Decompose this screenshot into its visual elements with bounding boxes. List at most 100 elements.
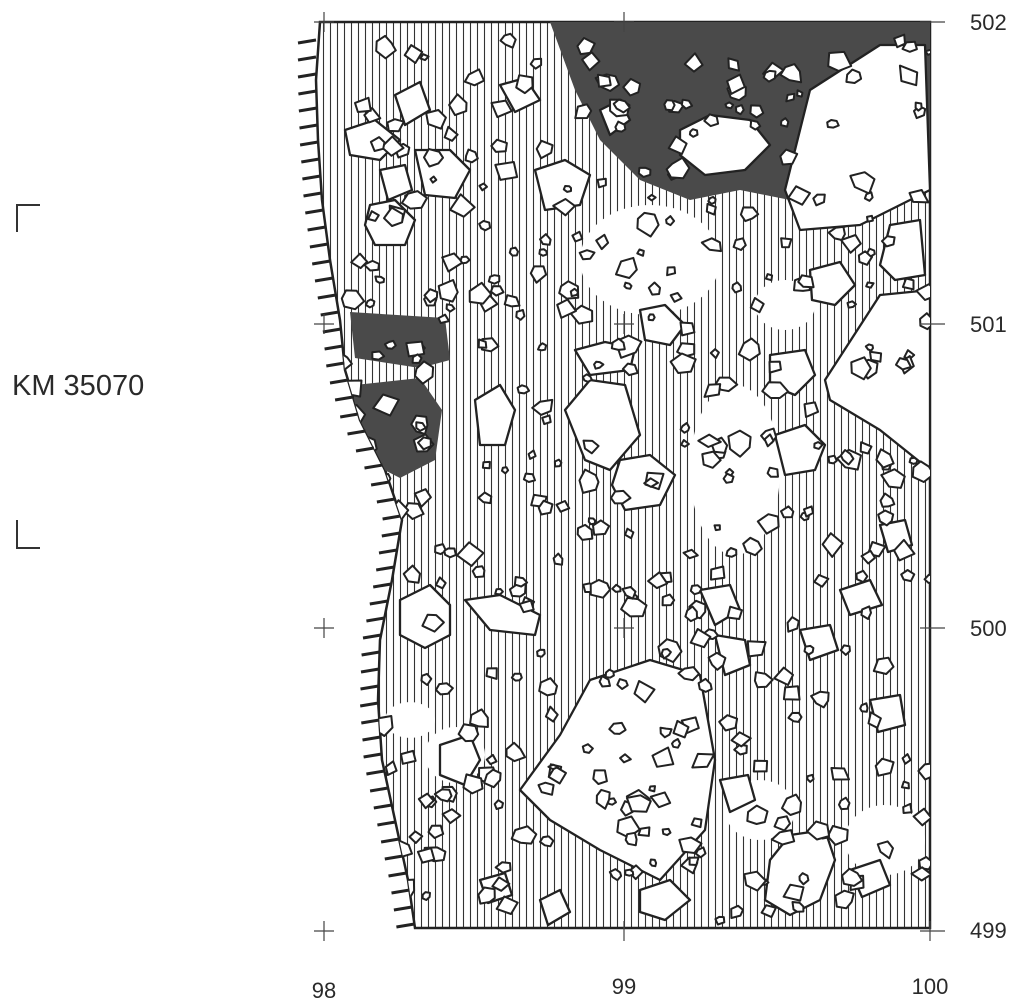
small-stone [505, 741, 527, 763]
small-stone [722, 472, 735, 484]
small-stone [730, 904, 744, 919]
hachure-mark [314, 276, 334, 283]
small-stone [787, 711, 803, 723]
hachure-mark [347, 429, 366, 436]
small-stone [683, 52, 704, 73]
x-label-100: 100 [912, 974, 949, 999]
small-stone [863, 191, 874, 202]
small-stone [596, 177, 607, 189]
small-stone [753, 671, 774, 689]
small-stone [901, 277, 915, 291]
small-stone [787, 185, 811, 206]
y-label-499: 499 [970, 918, 1007, 943]
hachure-mark [376, 497, 396, 504]
small-stone [746, 640, 767, 658]
small-stone [510, 825, 538, 845]
small-stone [340, 289, 366, 311]
small-stone [415, 421, 427, 432]
hachure-mark [311, 259, 331, 266]
hachure-mark [378, 548, 398, 555]
small-stone [622, 77, 642, 97]
small-stone [850, 356, 872, 381]
small-stone [386, 118, 405, 133]
small-stone [547, 765, 567, 785]
small-stone [691, 752, 715, 769]
small-stone [405, 340, 426, 358]
small-stone [709, 348, 720, 360]
small-stone [478, 219, 492, 232]
small-stone [621, 586, 637, 600]
small-stone [457, 723, 480, 743]
small-stone [620, 596, 648, 618]
small-stone [494, 861, 512, 874]
small-stone [786, 616, 800, 633]
small-stone [487, 274, 501, 285]
small-stone [353, 452, 368, 464]
small-stone [423, 148, 444, 168]
small-stone [900, 780, 910, 790]
small-stones [330, 32, 930, 926]
small-stone [865, 281, 875, 289]
small-stone [368, 874, 387, 890]
small-stone [364, 298, 376, 309]
small-stone [493, 799, 504, 810]
hachure-mark [366, 769, 385, 776]
small-stone [911, 460, 930, 483]
small-stone [898, 64, 919, 87]
small-stone [770, 829, 796, 846]
small-stone [803, 401, 820, 418]
hachure-mark [324, 344, 343, 351]
small-stone [827, 225, 846, 241]
small-stone [371, 589, 385, 603]
small-stone [469, 708, 489, 728]
small-stone [866, 247, 876, 258]
small-stone [846, 300, 857, 309]
small-stone [485, 753, 498, 766]
small-stone [651, 746, 675, 768]
small-stone [688, 856, 700, 866]
small-stone [372, 393, 400, 417]
small-stone [796, 89, 804, 98]
small-stone [537, 342, 548, 352]
small-stone [336, 478, 351, 490]
small-stone [625, 794, 652, 813]
small-stone [468, 281, 493, 305]
small-stone [614, 120, 627, 133]
small-stone [619, 753, 632, 764]
small-stone [515, 309, 526, 321]
small-stone [845, 68, 863, 84]
small-stone [478, 182, 488, 192]
small-stone [383, 339, 397, 350]
small-stone [762, 69, 777, 83]
hachure-mark [359, 701, 379, 708]
small-stone [860, 605, 872, 620]
small-stone [797, 274, 815, 289]
small-stone [508, 246, 519, 257]
hachure-mark [299, 123, 318, 130]
small-stone [803, 644, 815, 656]
small-stone [806, 773, 815, 783]
small-stone [877, 509, 895, 527]
small-stone [537, 499, 554, 516]
small-stone [649, 858, 658, 868]
small-stone [679, 422, 691, 434]
small-stone [612, 98, 631, 114]
small-stone [768, 360, 782, 374]
small-stone [596, 73, 612, 88]
small-stone [483, 768, 502, 789]
small-stone [849, 171, 876, 195]
hachure-mark [360, 684, 379, 691]
small-stone [739, 206, 760, 223]
small-stone [798, 872, 810, 886]
small-stone [593, 360, 605, 370]
small-stone [589, 578, 611, 599]
small-stone [679, 321, 696, 337]
small-stone [556, 298, 577, 319]
small-stone [633, 680, 656, 704]
small-stone [839, 449, 855, 466]
small-stone [914, 101, 923, 112]
small-stone [827, 50, 853, 72]
hachure-mark [369, 786, 389, 793]
small-stone [413, 488, 432, 508]
small-stone [636, 248, 645, 257]
